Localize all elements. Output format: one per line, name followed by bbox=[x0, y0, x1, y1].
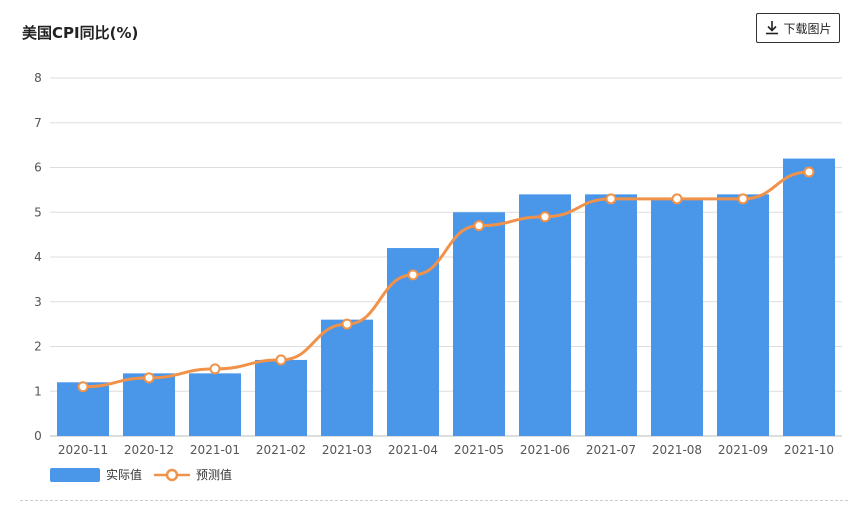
x-tick-label: 2021-06 bbox=[520, 443, 570, 457]
y-tick-label: 6 bbox=[34, 161, 42, 175]
legend-label-forecast: 预测值 bbox=[196, 468, 233, 482]
download-icon bbox=[764, 20, 780, 36]
chart-title: 美国CPI同比(%) bbox=[22, 24, 139, 42]
x-tick-label: 2021-09 bbox=[718, 443, 768, 457]
y-tick-label: 2 bbox=[34, 340, 42, 354]
bar[interactable] bbox=[519, 194, 571, 436]
bar[interactable] bbox=[585, 194, 637, 436]
forecast-point[interactable] bbox=[275, 354, 287, 366]
y-tick-label: 0 bbox=[34, 429, 42, 443]
y-tick-label: 7 bbox=[34, 116, 42, 130]
y-tick-label: 5 bbox=[34, 205, 42, 219]
x-tick-label: 2021-02 bbox=[256, 443, 306, 457]
forecast-point[interactable] bbox=[143, 372, 155, 384]
download-label: 下载图片 bbox=[783, 21, 832, 36]
bar[interactable] bbox=[783, 158, 835, 437]
forecast-point[interactable] bbox=[539, 211, 551, 223]
x-tick-label: 2021-04 bbox=[388, 443, 438, 457]
x-tick-label: 2021-10 bbox=[784, 443, 834, 457]
bar[interactable] bbox=[255, 359, 307, 436]
forecast-point[interactable] bbox=[605, 193, 617, 205]
forecast-point[interactable] bbox=[341, 318, 353, 330]
x-tick-label: 2021-07 bbox=[586, 443, 636, 457]
x-tick-label: 2020-11 bbox=[58, 443, 108, 457]
forecast-point[interactable] bbox=[737, 193, 749, 205]
x-tick-label: 2021-01 bbox=[190, 443, 240, 457]
x-tick-label: 2021-05 bbox=[454, 443, 504, 457]
x-tick-label: 2021-08 bbox=[652, 443, 702, 457]
forecast-point[interactable] bbox=[671, 193, 683, 205]
bar[interactable] bbox=[189, 373, 241, 436]
forecast-point[interactable] bbox=[407, 269, 419, 281]
forecast-point[interactable] bbox=[473, 220, 485, 232]
legend-label-actual: 实际值 bbox=[106, 468, 143, 482]
x-tick-label: 2021-03 bbox=[322, 443, 372, 457]
legend-item-actual[interactable]: 实际值 bbox=[50, 466, 142, 483]
footer-divider bbox=[20, 500, 848, 501]
bar[interactable] bbox=[717, 194, 769, 436]
legend: 实际值 预测值 bbox=[50, 466, 244, 483]
bar[interactable] bbox=[123, 373, 175, 436]
forecast-point[interactable] bbox=[803, 166, 815, 178]
y-tick-label: 8 bbox=[34, 71, 42, 85]
forecast-point[interactable] bbox=[77, 381, 89, 393]
forecast-point[interactable] bbox=[209, 363, 221, 375]
y-tick-label: 1 bbox=[34, 384, 42, 398]
x-tick-label: 2020-12 bbox=[124, 443, 174, 457]
legend-bar-swatch bbox=[50, 467, 100, 482]
bar[interactable] bbox=[651, 198, 703, 436]
download-image-button[interactable]: 下载图片 bbox=[756, 13, 840, 43]
y-tick-label: 3 bbox=[34, 295, 42, 309]
legend-item-forecast[interactable]: 预测值 bbox=[154, 466, 232, 483]
legend-line-swatch bbox=[154, 468, 191, 481]
bar[interactable] bbox=[453, 212, 505, 436]
y-tick-label: 4 bbox=[34, 250, 42, 264]
bar[interactable] bbox=[321, 319, 373, 436]
